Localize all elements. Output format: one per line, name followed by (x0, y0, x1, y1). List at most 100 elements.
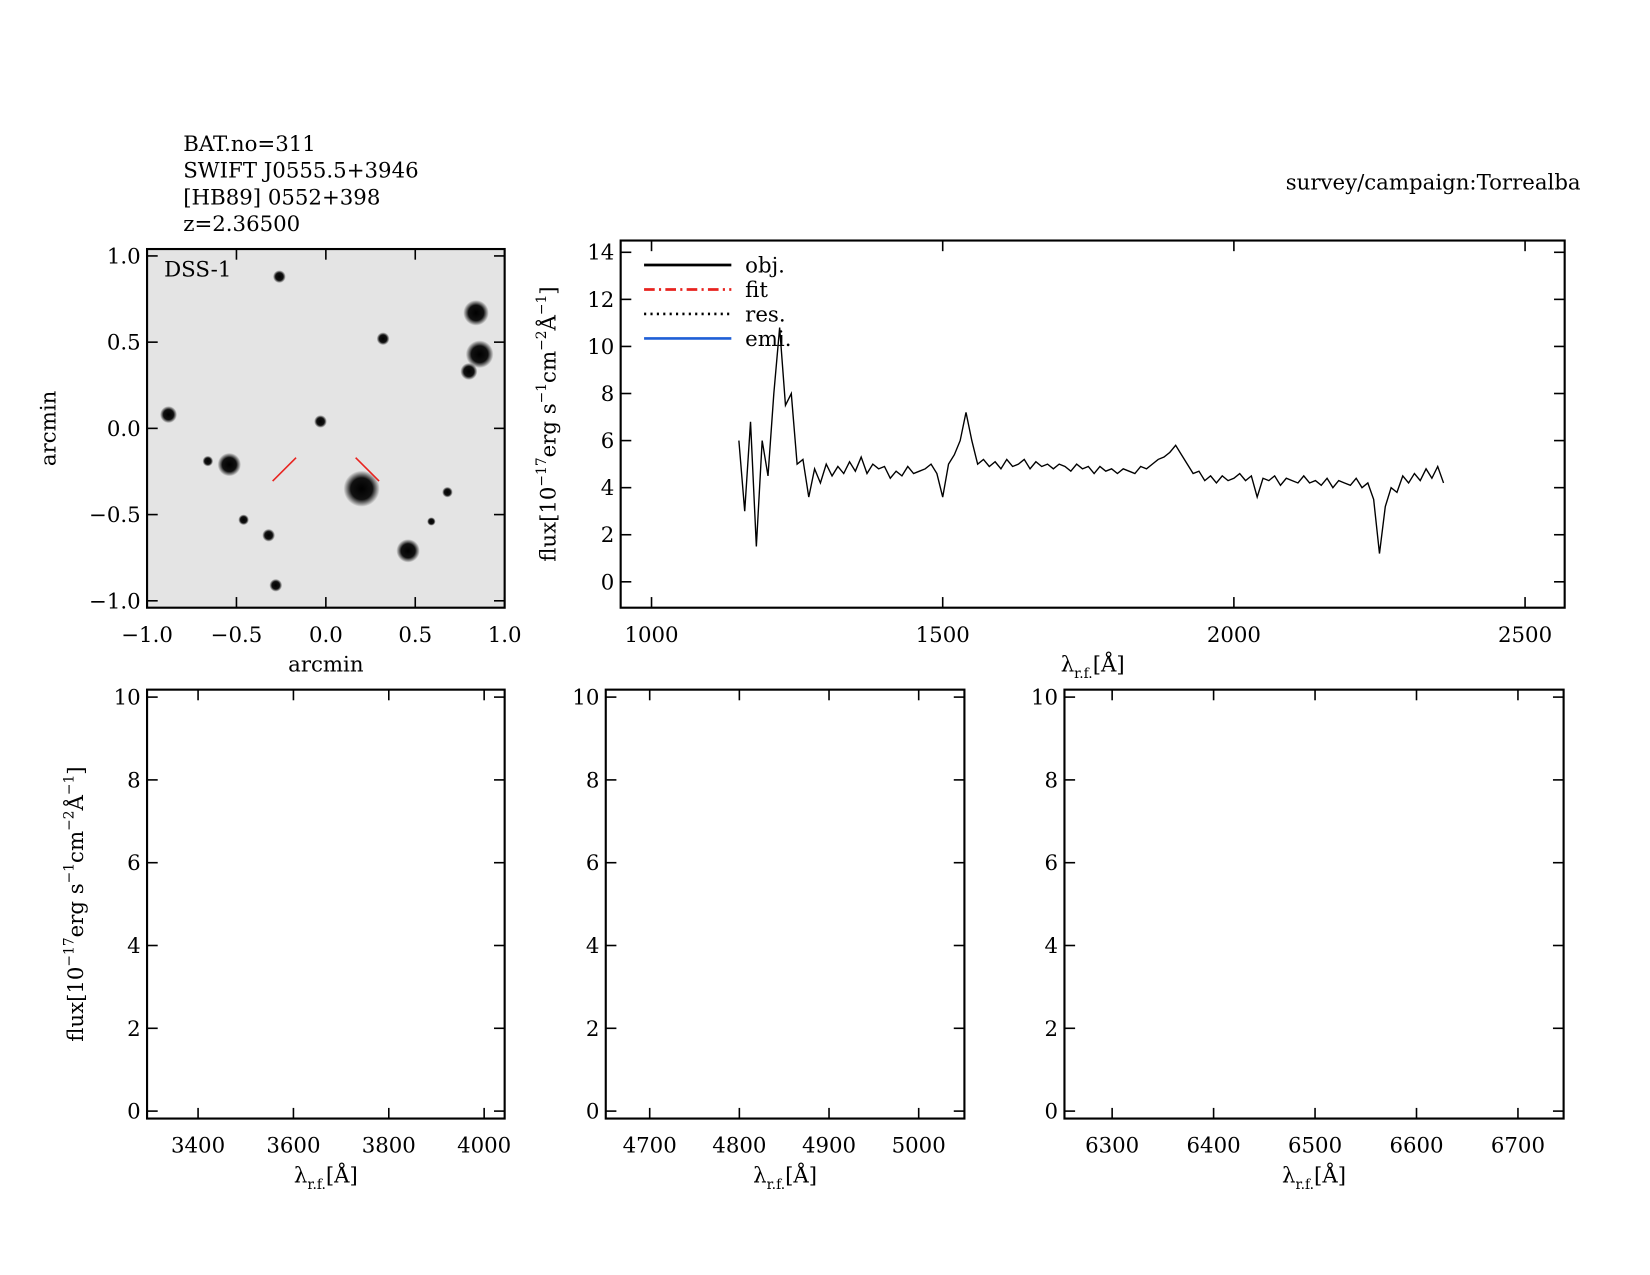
y-tick-label: 10 (572, 686, 599, 711)
legend-label: emi. (745, 327, 791, 352)
x-tick-label: 4800 (712, 1134, 766, 1159)
survey-label: survey/campaign:Torrealba (1286, 170, 1581, 195)
y-axis-label-part: −17 (534, 457, 550, 486)
plot-frame (145, 688, 506, 1120)
y-tick-label: 12 (587, 288, 614, 313)
y-tick-label: 4 (1045, 934, 1059, 959)
y-tick-label: 0 (586, 1100, 600, 1125)
x-tick-label: 2500 (1498, 623, 1552, 648)
source (238, 514, 249, 526)
x-tick-label: 3400 (171, 1134, 225, 1159)
x-tick-label: 1000 (624, 623, 678, 648)
y-tick-label: 0 (1045, 1100, 1059, 1125)
y-tick-label: 8 (586, 768, 600, 793)
image-background (147, 249, 505, 608)
y-tick-label: 10 (114, 686, 141, 711)
plot-frame (619, 239, 1566, 609)
x-tick-label: 6400 (1187, 1134, 1241, 1159)
x-axis-label-part: [Å] (326, 1162, 358, 1188)
y-tick-label: 0.0 (107, 417, 141, 442)
x-axis-label-part: r.f. (1296, 1177, 1315, 1193)
x-axis-label-part: [Å] (785, 1162, 817, 1188)
x-tick-label: 2000 (1207, 623, 1261, 648)
y-axis-label-part: −2 (62, 810, 78, 830)
marker (355, 457, 380, 482)
y-axis-label-part: −17 (62, 937, 78, 966)
y-axis-label-part: −2 (534, 330, 550, 350)
source (202, 455, 214, 467)
x-tick-label: 0.0 (309, 623, 343, 648)
header-line: [HB89] 0552+398 (183, 185, 380, 210)
y-tick-label: 10 (587, 335, 614, 360)
x-tick-label: 3800 (362, 1134, 416, 1159)
source (272, 270, 286, 284)
legend-label: fit (745, 278, 768, 303)
x-tick-label: 6500 (1288, 1134, 1342, 1159)
y-tick-label: 2 (127, 1017, 141, 1042)
header-line: BAT.no=311 (183, 132, 316, 157)
source (343, 470, 380, 507)
x-axis-label-part: [Å] (1314, 1162, 1346, 1188)
y-axis-label-part: −1 (534, 383, 550, 403)
x-tick-label: 4900 (802, 1134, 856, 1159)
header-line: z=2.36500 (183, 212, 300, 237)
y-tick-label: −1.0 (89, 589, 141, 614)
legend-label: obj. (745, 253, 785, 278)
x-axis-label: λr.f.[Å] (753, 1162, 817, 1192)
x-axis-label: λr.f.[Å] (294, 1162, 358, 1192)
y-tick-label: 10 (1031, 686, 1058, 711)
source (396, 539, 420, 563)
x-axis-label: λr.f.[Å] (1282, 1162, 1346, 1192)
y-tick-label: 4 (601, 476, 615, 501)
y-tick-label: 4 (127, 934, 141, 959)
x-axis-label-part: λ (294, 1163, 307, 1188)
x-axis-label: arcmin (288, 653, 364, 678)
source (442, 486, 453, 498)
plot-frame (145, 247, 506, 609)
x-axis-label-part: [Å] (1093, 652, 1125, 678)
y-axis-label-part: ] (537, 286, 562, 294)
y-axis-label-part: ] (64, 766, 89, 774)
source (262, 528, 276, 542)
x-axis-label-part: λ (753, 1163, 766, 1188)
x-tick-label: 4700 (623, 1134, 677, 1159)
y-axis-label: arcmin (37, 390, 62, 466)
y-tick-label: 6 (1045, 851, 1059, 876)
y-tick-label: 8 (127, 768, 141, 793)
y-tick-label: −0.5 (89, 503, 141, 528)
x-axis-label: λr.f.[Å] (1061, 652, 1125, 682)
y-tick-label: 1.0 (107, 244, 141, 269)
y-axis-label-part: Å (536, 314, 562, 331)
spectrum-line (738, 327, 1445, 554)
y-tick-label: 6 (586, 851, 600, 876)
y-tick-label: 0 (127, 1100, 141, 1125)
x-tick-label: −1.0 (121, 623, 173, 648)
x-tick-label: 6300 (1085, 1134, 1139, 1159)
y-tick-label: 4 (586, 934, 600, 959)
source (465, 340, 494, 369)
y-tick-label: 8 (601, 382, 615, 407)
x-tick-label: 6700 (1491, 1134, 1545, 1159)
y-tick-label: 2 (1045, 1017, 1059, 1042)
x-axis-label-part: r.f. (1074, 666, 1093, 682)
y-tick-label: 0 (601, 570, 615, 595)
x-tick-label: 6600 (1389, 1134, 1443, 1159)
x-axis-label-part: λ (1282, 1163, 1295, 1188)
x-tick-label: 1500 (916, 623, 970, 648)
y-axis-label-part: flux[10 (64, 967, 89, 1042)
y-axis-label-part: cm (537, 351, 562, 383)
header-line: SWIFT J0555.5+3946 (183, 159, 418, 184)
x-tick-label: 3600 (266, 1134, 320, 1159)
y-axis-label: flux[10−17erg s−1cm−2Å−1] (534, 286, 562, 561)
y-axis-label-part: flux[10 (537, 487, 562, 562)
y-axis-label-part: erg s (537, 403, 562, 457)
marker (272, 457, 297, 482)
y-tick-label: 6 (127, 851, 141, 876)
source (217, 452, 242, 477)
y-axis-label-part: −1 (534, 295, 550, 315)
x-tick-label: 5000 (892, 1134, 946, 1159)
y-axis-label-part: −1 (62, 863, 78, 883)
x-tick-label: 1.0 (488, 623, 522, 648)
source (376, 332, 390, 346)
